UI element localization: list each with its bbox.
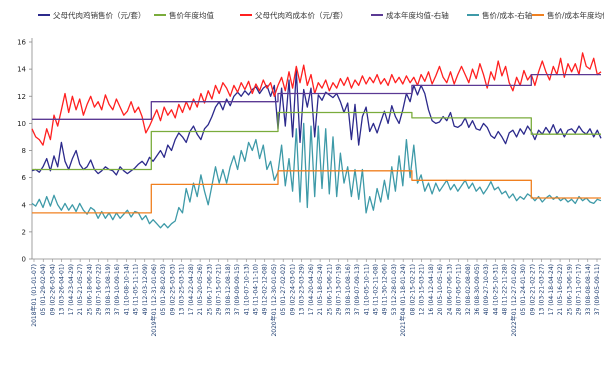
x-tick-label: 20 (05-10-05-16) (437, 264, 444, 315)
x-tick-label: 32 (08-02-08-08) (465, 264, 472, 315)
legend-label: 售价/成本-右轴 (482, 10, 532, 20)
x-tick-label: 48 (11-22-11-28) (502, 264, 509, 315)
x-tick-label: 33 (08-12-08-18) (225, 264, 232, 315)
y-tick-label: 0 (22, 256, 26, 264)
x-tick-label: 21 (05-16-05-22) (557, 264, 564, 315)
x-tick-label: 2018年01 (01-01-07) (30, 264, 38, 327)
x-tick-label: 21 (05-18-05-24) (317, 264, 324, 315)
legend-label: 成本年度均值-右轴 (386, 10, 449, 20)
x-tick-label: 17 (04-20-04-26) (308, 264, 315, 315)
legend-label: 售价/成本年度均值-右轴 (547, 10, 604, 20)
y-tick-label: 4 (22, 201, 27, 209)
x-tick-label: 13 (03-21-03-27) (539, 264, 546, 315)
x-tick-label: 44 (10-25-10-31) (492, 264, 499, 315)
x-tick-label: 40 (09-27-10-03) (483, 264, 490, 315)
series-line (31, 52, 602, 146)
x-tick-label: 49 (12-02-12-08) (262, 264, 269, 315)
x-tick-label: 2022年01 (12-27-01-02) (510, 264, 518, 337)
x-tick-label: 33 (08-10-08-16) (345, 264, 352, 315)
x-axis: 2018年01 (01-01-07) 05 (01-29-02-04) 09 (02… (30, 258, 601, 337)
x-tick-label: 45 (11-04-11-10) (253, 264, 260, 315)
y-tick-label: 8 (22, 147, 26, 155)
x-tick-label: 05 (01-27-02-02) (280, 264, 287, 315)
series-line (32, 111, 601, 171)
series-line (31, 69, 602, 176)
legend-label: 父母代肉鸡成本价（元/套） (255, 10, 348, 20)
x-tick-label: 09 (02-24-03-01) (289, 264, 296, 315)
y-tick-label: 2 (22, 228, 26, 236)
x-tick-label: 09 (02-21-02-27) (529, 264, 536, 315)
x-tick-label: 16 (04-12-04-18) (428, 264, 435, 315)
x-tick-label: 29 (07-11-07-17) (576, 264, 583, 315)
x-tick-label: 2020年01 (12-30-01-05) (270, 264, 278, 337)
x-tick-label: 09 (02-25-03-03) (169, 264, 176, 315)
x-tick-label: 09 (02-26-03-04) (49, 264, 56, 315)
x-tick-label: 25 (06-18-06-24) (86, 264, 93, 315)
x-tick-label: 05 (01-29-02-04) (40, 264, 47, 315)
y-tick-label: 10 (17, 120, 26, 128)
y-axis: 0 2 4 6 8 10 12 14 16 (17, 38, 33, 264)
x-tick-label: 49 (12-03-12-09) (142, 264, 149, 315)
x-tick-label: 25 (06-17-06-23) (206, 264, 213, 315)
x-tick-label: 29 (07-15-07-21) (216, 264, 223, 315)
x-tick-label: 08 (02-15-02-21) (409, 264, 416, 315)
legend-label: 售价年度均值 (169, 10, 214, 20)
x-tick-label: 28 (07-05-07-11) (456, 264, 463, 315)
x-tick-label: 24 (06-07-06-13) (446, 264, 453, 315)
x-tick-label: 13 (03-25-03-31) (179, 264, 186, 315)
x-tick-label: 45 (11-02-11-08) (372, 264, 379, 315)
x-tick-label: 41 (10-05-10-11) (363, 264, 370, 315)
x-tick-label: 05 (01-28-02-03) (160, 264, 167, 315)
x-tick-label: 37 (09-05-09-11) (594, 264, 601, 315)
x-tick-label: 13 (03-23-03-29) (299, 264, 306, 315)
x-tick-label: 25 (06-15-06-21) (326, 264, 333, 315)
x-tick-label: 2021年04 (01-18-01-24) (399, 264, 407, 337)
x-tick-label: 29 (07-16-07-22) (96, 264, 103, 315)
y-tick-label: 12 (17, 93, 26, 101)
series-line (31, 122, 602, 229)
x-tick-label: 45 (11-05-11-11) (133, 264, 140, 315)
x-tick-label: 33 (08-08-08-14) (585, 264, 592, 315)
x-tick-label: 41 (10-08-10-14) (123, 264, 130, 315)
x-tick-label: 17 (04-22-04-28) (188, 264, 195, 315)
legend-label: 父母代肉鸡销售价（元/套） (53, 10, 146, 20)
x-tick-label: 13 (03-26-04-01) (59, 264, 66, 315)
x-tick-label: 05 (01-24-01-30) (520, 264, 527, 315)
y-tick-label: 16 (17, 39, 26, 47)
x-tick-label: 12 (03-15-03-21) (419, 264, 426, 315)
x-tick-label: 36 (08-30-09-05) (474, 264, 481, 315)
series-line (32, 170, 601, 214)
x-tick-label: 41 (10-07-10-13) (243, 264, 250, 315)
x-tick-label: 49 (11-30-12-06) (382, 264, 389, 315)
y-tick-label: 14 (17, 66, 26, 74)
x-tick-label: 29 (07-13-07-19) (336, 264, 343, 315)
x-tick-label: 17 (04-23-04-29) (68, 264, 75, 315)
series-group (31, 52, 602, 229)
x-tick-label: 25 (06-13-06-19) (566, 264, 573, 315)
x-tick-label: 37 (09-09-09-15) (234, 264, 241, 315)
x-tick-label: 17 (04-18-04-24) (548, 264, 555, 315)
x-tick-label: 21 (05-21-05-27) (77, 264, 84, 315)
y-tick-label: 6 (22, 174, 27, 182)
series-line (32, 73, 601, 120)
x-tick-label: 37 (09-10-09-16) (114, 264, 121, 315)
x-tick-label: 2019年01 (12-31-01-06) (150, 264, 158, 337)
legend: 父母代肉鸡销售价（元/套） 售价年度均值 父母代肉鸡成本价（元/套） 成本年度均值-右… (38, 10, 604, 20)
x-tick-label: 53 (12-28-01-03) (391, 264, 398, 315)
x-tick-label: 37 (09-07-09-13) (354, 264, 361, 315)
x-tick-label: 21 (05-20-05-26) (197, 264, 204, 315)
x-tick-label: 33 (08-13-08-19) (105, 264, 112, 315)
